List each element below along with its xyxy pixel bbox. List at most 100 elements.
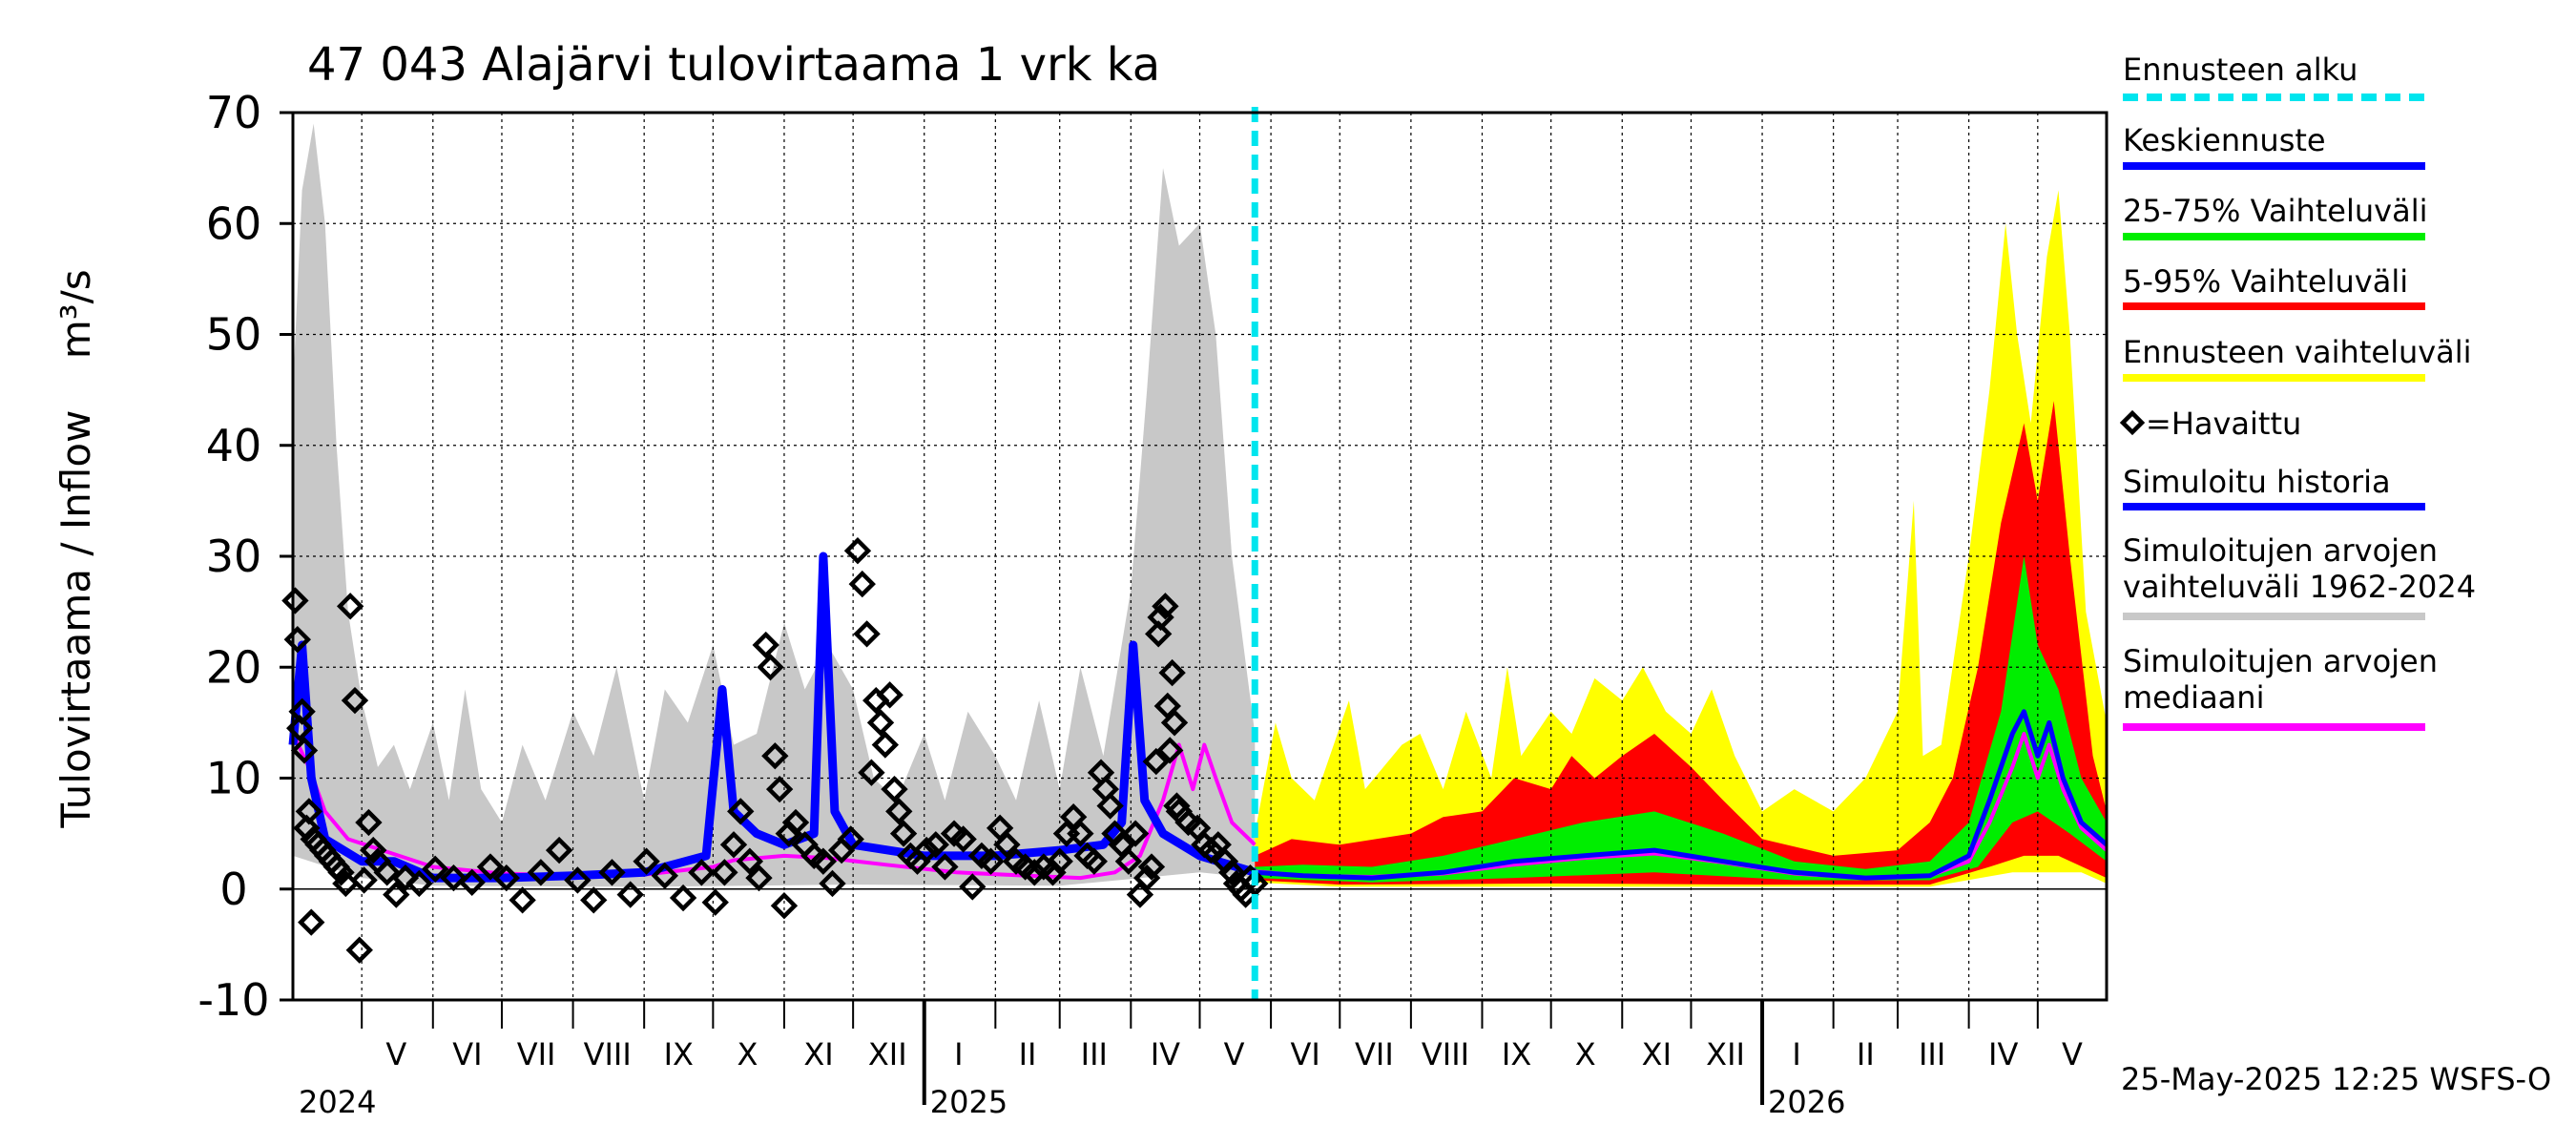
legend-label: Simuloitujen arvojen <box>2123 532 2438 569</box>
observed-point <box>383 881 410 908</box>
month-label: IV <box>1151 1036 1180 1072</box>
observed-point <box>1163 792 1191 820</box>
observed-point <box>288 697 316 725</box>
observed-point <box>949 825 977 853</box>
observed-point <box>527 859 555 886</box>
observed-point <box>616 881 644 908</box>
legend-label: Simuloitujen arvojen <box>2123 643 2438 679</box>
observed-point <box>858 759 885 786</box>
year-label: 2024 <box>299 1084 376 1120</box>
observed-point <box>1121 820 1150 847</box>
observed-series <box>281 537 1269 964</box>
y-tick-label: 40 <box>206 420 262 471</box>
legend-label: Simuloitu historia <box>2123 464 2391 500</box>
month-label: I <box>954 1036 963 1072</box>
month-label: V <box>1224 1036 1245 1072</box>
observed-point <box>355 808 383 837</box>
observed-point <box>837 825 864 853</box>
observed-point <box>881 775 908 803</box>
y-axis-ticks: -10 0 10 20 30 40 50 60 70 <box>197 87 293 1026</box>
observed-point <box>1080 847 1108 875</box>
year-label: 2026 <box>1768 1084 1845 1120</box>
observed-point <box>327 859 355 886</box>
observed-point <box>959 873 987 901</box>
month-label: IX <box>1502 1036 1531 1072</box>
footer-timestamp: 25-May-2025 12:25 WSFS-O <box>2121 1061 2551 1097</box>
observed-point <box>977 847 1005 875</box>
observed-point <box>819 869 846 898</box>
observed-point <box>651 862 679 889</box>
month-label: X <box>1575 1036 1596 1072</box>
observed-point <box>281 587 309 614</box>
observed-point <box>701 888 729 916</box>
plot-area <box>281 107 2109 1002</box>
observed-point <box>391 864 420 892</box>
legend-label: 25-75% Vaihteluväli <box>2123 193 2427 229</box>
observed-point <box>1137 853 1166 881</box>
month-label: II <box>1019 1036 1037 1072</box>
observed-point <box>422 855 449 884</box>
observed-point <box>669 884 697 912</box>
observed-point <box>564 866 592 894</box>
observed-point <box>290 737 319 764</box>
observed-point <box>405 869 433 898</box>
observed-point <box>1156 737 1184 764</box>
observed-point <box>1158 658 1186 687</box>
observed-point <box>876 681 904 709</box>
observed-point <box>931 853 959 881</box>
legend-label: 5-95% Vaihteluväli <box>2123 263 2408 300</box>
month-label: XII <box>868 1036 907 1072</box>
month-label: IX <box>664 1036 694 1072</box>
observed-point <box>1021 859 1049 886</box>
observed-point <box>719 831 748 859</box>
month-label: VI <box>1291 1036 1320 1072</box>
month-label: VII <box>1355 1036 1394 1072</box>
observed-point <box>336 593 364 620</box>
observed-point <box>598 859 626 886</box>
legend-label: Ennusteen alku <box>2123 52 2358 88</box>
y-tick-label: 10 <box>206 753 262 804</box>
observed-point <box>1114 847 1143 875</box>
observed-point <box>580 886 608 914</box>
observed-point <box>688 859 716 886</box>
observed-point <box>509 886 536 914</box>
observed-point <box>295 798 323 825</box>
month-label: III <box>1919 1036 1945 1072</box>
observed-point <box>1197 836 1225 864</box>
month-label: V <box>385 1036 406 1072</box>
month-label: IV <box>1988 1036 2018 1072</box>
month-label: XII <box>1706 1036 1745 1072</box>
observed-point <box>843 537 872 565</box>
observed-point <box>341 686 369 715</box>
month-label: V <box>2062 1036 2083 1072</box>
p5-95-band <box>1255 401 2107 885</box>
observed-point <box>1152 593 1179 620</box>
observed-point <box>1160 709 1189 737</box>
sim-history-line <box>288 552 1257 883</box>
y-tick-label: 50 <box>206 309 262 361</box>
observed-point <box>1145 620 1173 648</box>
observed-point <box>1241 869 1269 898</box>
month-label: X <box>737 1036 758 1072</box>
observed-point <box>736 847 764 875</box>
observed-point <box>912 836 941 864</box>
legend-label: vaihteluväli 1962-2024 <box>2123 569 2476 605</box>
observed-point <box>866 709 895 737</box>
observed-point <box>922 831 949 859</box>
observed-point <box>373 859 401 886</box>
observed-point <box>871 731 900 759</box>
forecast-mean-line <box>1255 709 2109 881</box>
legend-observed-marker <box>2119 409 2146 436</box>
observed-point <box>283 626 311 654</box>
observed-point <box>458 868 486 896</box>
observed-point <box>770 892 799 920</box>
month-label: VIII <box>1422 1036 1469 1072</box>
observed-point <box>1218 859 1246 886</box>
observed-point <box>1096 792 1124 820</box>
year-label: 2025 <box>930 1084 1008 1120</box>
legend: Ennusteen alku Keskiennuste 25-75% Vaihtel… <box>2119 52 2476 731</box>
month-label: XI <box>803 1036 833 1072</box>
observed-point <box>993 831 1021 859</box>
observed-point <box>1142 747 1170 776</box>
y-tick-label: 30 <box>206 531 262 582</box>
